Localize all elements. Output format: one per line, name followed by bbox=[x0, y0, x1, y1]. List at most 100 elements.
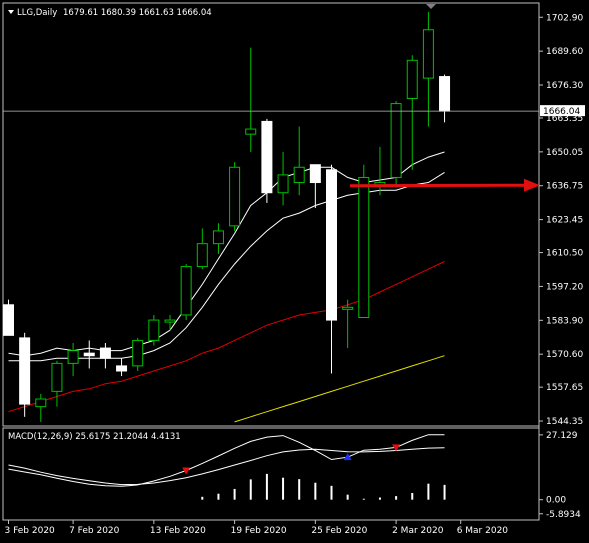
bull-candle-body bbox=[35, 398, 47, 408]
candle bbox=[19, 332, 31, 417]
date-label: 6 Mar 2020 bbox=[457, 526, 509, 536]
price-tick-label: 1650.05 bbox=[546, 148, 583, 158]
candle bbox=[164, 314, 176, 331]
candle bbox=[358, 164, 370, 319]
signal-down-icon bbox=[182, 467, 191, 475]
signal-down-icon bbox=[392, 444, 401, 452]
candle bbox=[245, 47, 257, 152]
macd-indicator bbox=[8, 434, 446, 500]
bull-candle-body bbox=[132, 339, 144, 367]
price-tick-label: 1676.30 bbox=[546, 81, 583, 91]
candle bbox=[293, 126, 305, 196]
price-tick-label: 1702.90 bbox=[546, 13, 583, 23]
bull-candle-body bbox=[277, 174, 289, 194]
candle bbox=[406, 55, 418, 170]
candle bbox=[99, 342, 111, 369]
bear-candle-body bbox=[19, 337, 31, 405]
bull-candle-body bbox=[67, 350, 79, 364]
bear-candle-body bbox=[326, 169, 337, 321]
price-tick-label: 1597.20 bbox=[546, 282, 583, 292]
candle bbox=[83, 340, 95, 369]
candle bbox=[51, 360, 63, 407]
dropdown-triangle-icon[interactable] bbox=[8, 10, 14, 14]
candle bbox=[212, 223, 224, 254]
ma-fast-line bbox=[8, 151, 445, 357]
symbol-timeframe: LLG,Daily bbox=[17, 8, 57, 18]
moving-averages bbox=[8, 151, 445, 423]
bull-candle-body bbox=[212, 230, 224, 245]
bull-candle-body bbox=[358, 176, 370, 319]
bull-candle-body bbox=[180, 266, 192, 316]
last-price-badge bbox=[540, 105, 585, 117]
price-tick-label: 1663.35 bbox=[546, 114, 583, 124]
candles bbox=[3, 11, 451, 422]
candle bbox=[3, 299, 14, 336]
candle bbox=[342, 299, 354, 349]
candle bbox=[309, 164, 321, 209]
price-tick-label: 1544.35 bbox=[546, 417, 583, 427]
bull-candle-body bbox=[342, 306, 354, 310]
macd-main-line bbox=[8, 434, 445, 487]
macd-tick-label: -5.8934 bbox=[546, 510, 581, 520]
bear-candle-body bbox=[83, 352, 95, 357]
candle bbox=[148, 314, 160, 346]
last-price-label: 1666.04 bbox=[543, 107, 580, 117]
candle bbox=[35, 393, 47, 422]
candle bbox=[422, 11, 434, 127]
date-label: 2 Mar 2020 bbox=[392, 526, 444, 536]
axes: 1702.90 1689.60 1676.30 1663.35 1650.05 1636.… bbox=[3, 13, 585, 536]
ma-slow-line bbox=[8, 261, 445, 413]
bear-candle-body bbox=[116, 365, 128, 372]
arrow-head-icon bbox=[524, 178, 540, 192]
bear-candle-body bbox=[439, 76, 451, 112]
ma-mid-line bbox=[8, 171, 445, 362]
ohlc-values: 1679.61 1680.39 1661.63 1666.04 bbox=[63, 8, 212, 18]
candle bbox=[180, 264, 192, 321]
bull-candle-body bbox=[422, 29, 434, 79]
bull-candle-body bbox=[148, 319, 160, 341]
candle bbox=[67, 342, 79, 377]
candle bbox=[277, 151, 289, 206]
bear-candle-body bbox=[3, 304, 14, 336]
scroll-triangle-icon[interactable] bbox=[426, 4, 436, 9]
signal-up-icon bbox=[343, 453, 352, 461]
bull-candle-body bbox=[196, 243, 208, 268]
candle bbox=[116, 358, 128, 377]
macd-tick-label: 27.129 bbox=[546, 431, 578, 441]
date-label: 7 Feb 2020 bbox=[69, 526, 120, 536]
bull-candle-body bbox=[390, 103, 402, 178]
candle bbox=[132, 337, 144, 371]
arrow-shaft bbox=[349, 183, 529, 188]
candle bbox=[326, 164, 337, 374]
candle bbox=[196, 228, 208, 270]
price-tick-label: 1689.60 bbox=[546, 47, 583, 57]
price-tick-label: 1570.60 bbox=[546, 350, 583, 360]
bear-candle-body bbox=[261, 120, 273, 194]
candle bbox=[390, 101, 402, 188]
date-label: 3 Feb 2020 bbox=[5, 526, 56, 536]
bear-candle-body bbox=[99, 347, 111, 359]
macd-signal-line bbox=[8, 447, 445, 486]
price-tick-label: 1636.75 bbox=[546, 182, 583, 192]
bull-candle-body bbox=[293, 166, 305, 184]
bull-candle-body bbox=[406, 59, 418, 99]
price-tick-label: 1583.90 bbox=[546, 316, 583, 326]
bull-candle-body bbox=[229, 166, 241, 227]
macd-label: MACD(12,26,9) 25.6175 21.2044 4.4131 bbox=[8, 432, 181, 442]
candle bbox=[229, 162, 241, 231]
macd-tick-label: 0.00 bbox=[546, 496, 566, 506]
price-tick-label: 1610.50 bbox=[546, 249, 583, 259]
bull-candle-body bbox=[51, 362, 63, 392]
price-tick-label: 1557.65 bbox=[546, 383, 583, 393]
bear-candle-body bbox=[309, 164, 321, 184]
candle bbox=[261, 118, 273, 203]
date-label: 25 Feb 2020 bbox=[311, 526, 367, 536]
bull-candle-body bbox=[245, 128, 257, 135]
date-label: 13 Feb 2020 bbox=[150, 526, 206, 536]
ma-slowest-line bbox=[234, 355, 445, 423]
date-label: 19 Feb 2020 bbox=[231, 526, 287, 536]
price-tick-label: 1623.45 bbox=[546, 216, 583, 226]
bull-candle-body bbox=[164, 319, 176, 323]
